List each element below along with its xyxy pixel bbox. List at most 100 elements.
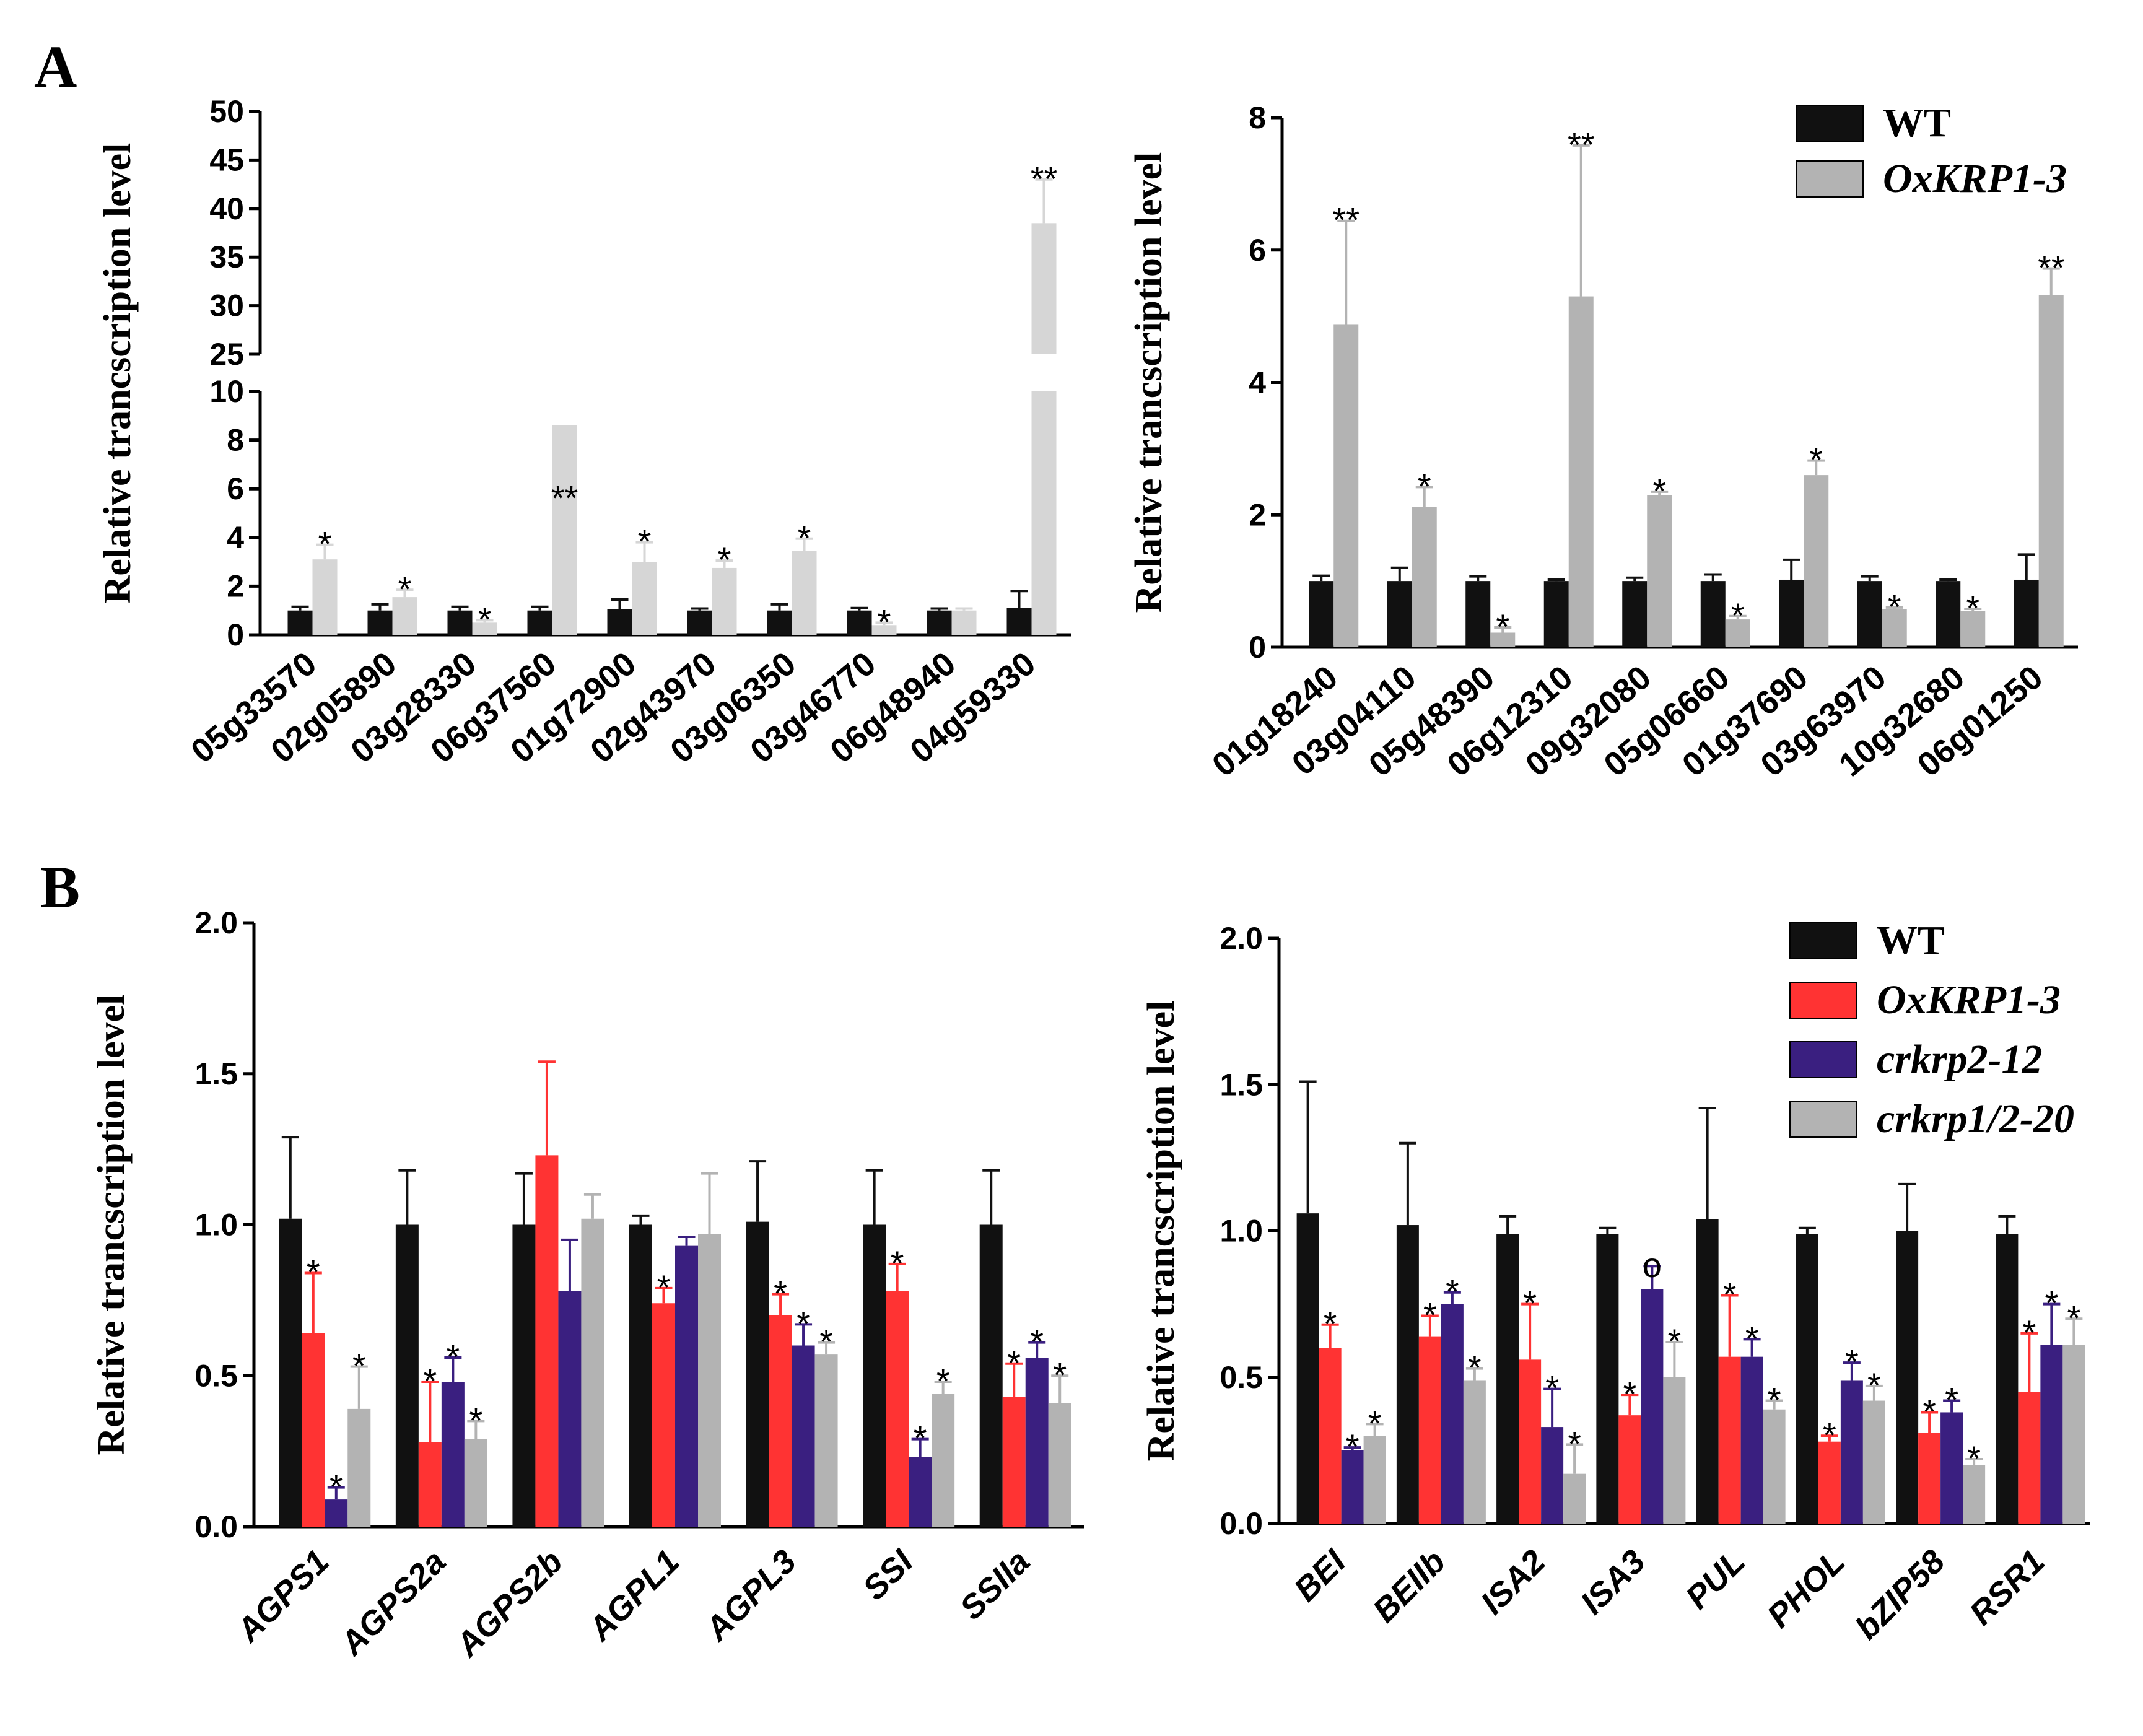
b-left-bar-oxkrp1-3-ssiia: [1002, 1397, 1026, 1527]
b-right-legend-swatch-wt: [1789, 922, 1857, 959]
b-right-bar-crkrp1-2-20-rsr1: [2062, 1345, 2085, 1524]
a-left-bar-wt-02g43970: [687, 610, 712, 635]
b-right-bar-crkrp1-2-20-pul: [1763, 1409, 1786, 1524]
a-left-significance-mark: *: [478, 600, 492, 639]
a-left-y-tick-label: 45: [209, 142, 244, 177]
b-right-bar-oxkrp1-3-pul: [1718, 1356, 1741, 1524]
b-left-bar-crkrp2-12-agpl1: [675, 1245, 698, 1527]
b-left-significance-mark: *: [1030, 1322, 1044, 1361]
b-right-y-tick-label: 1.5: [1220, 1067, 1263, 1102]
b-right-significance-mark: *: [1324, 1304, 1337, 1343]
a-left-y-tick-label: 35: [209, 240, 244, 274]
b-right-legend-label-crkrp2-12: crkrp2-12: [1877, 1037, 2043, 1082]
b-right-bar-crkrp2-12-isa2: [1541, 1427, 1564, 1524]
b-right-bar-wt-bzip58: [1896, 1231, 1919, 1524]
b-left-category-label: AGPS2a: [333, 1543, 453, 1664]
a-right-legend-label-oxkrp1-3: OxKRP1-3: [1883, 156, 2067, 201]
a-left-y-tick-label: 0: [227, 617, 244, 652]
a-right-bar-wt-03g04110: [1387, 581, 1412, 647]
a-right-significance-mark: *: [1418, 466, 1431, 505]
b-left-bar-wt-agps2a: [395, 1224, 419, 1527]
b-right-bar-oxkrp1-3-bzip58: [1918, 1433, 1941, 1524]
b-right-significance-mark: *: [1545, 1369, 1559, 1408]
a-left-significance-mark: *: [638, 522, 652, 561]
a-left-bar-oxkrp1-3-05g33570: [312, 559, 338, 635]
b-left-bar-wt-agpl3: [746, 1221, 769, 1527]
b-left-y-tick-label: 0.5: [194, 1358, 238, 1393]
b-right-legend-swatch-crkrp2-12: [1789, 1041, 1857, 1078]
b-right-legend-label-oxkrp1-3: OxKRP1-3: [1877, 977, 2061, 1023]
b-right-bar-crkrp1-2-20-bei: [1363, 1436, 1386, 1524]
a-left-y-tick-label: 4: [227, 520, 244, 555]
b-right-category-label: BEIIb: [1366, 1543, 1452, 1629]
b-right-significance-mark: *: [1368, 1403, 1382, 1442]
a-right-bar-oxkrp1-3-01g18240: [1333, 324, 1359, 647]
b-left-bar-oxkrp1-3-agps2a: [418, 1442, 442, 1527]
b-left-y-tick-label: 2.0: [194, 905, 238, 940]
b-left-bar-crkrp2-12-ssi: [909, 1457, 932, 1527]
b-left-category-label: SSIIa: [953, 1543, 1037, 1627]
b-right-bar-wt-bei: [1296, 1213, 1319, 1524]
a-right-bar-oxkrp1-3-05g06660: [1725, 619, 1750, 647]
a-left-bar-wt-04g59330: [1006, 608, 1032, 635]
b-left-bar-wt-ssiia: [979, 1224, 1003, 1527]
b-right-y-tick-label: 1.0: [1220, 1214, 1263, 1249]
a-left-y-tick-label: 2: [227, 569, 244, 603]
b-right-category-label: RSR1: [1963, 1543, 2052, 1632]
b-left-category-label: AGPS1: [229, 1543, 336, 1650]
a-right-bar-oxkrp1-3-01g37690: [1804, 475, 1829, 647]
b-right-significance-mark: *: [1745, 1319, 1759, 1358]
b-left-significance-mark: *: [914, 1419, 927, 1458]
b-left-bar-wt-agps2b: [512, 1224, 536, 1527]
a-left-bar-wt-05g33570: [287, 610, 313, 635]
a-left-y-tick-label: 50: [209, 94, 244, 129]
b-right-bar-oxkrp1-3-isa2: [1519, 1359, 1542, 1524]
b-left-significance-mark: *: [797, 1304, 810, 1343]
b-right-significance-mark: *: [1468, 1348, 1482, 1387]
b-left-y-tick-label: 1.5: [194, 1057, 238, 1091]
a-right-bar-wt-05g06660: [1700, 581, 1726, 647]
b-left-significance-mark: *: [1007, 1343, 1021, 1382]
a-left-bar-wt-03g06350: [767, 610, 792, 635]
a-right-bar-wt-03g63970: [1857, 581, 1882, 647]
a-right-bar-oxkrp1-3-03g04110: [1412, 507, 1437, 647]
b-right-significance-mark: *: [2045, 1284, 2058, 1323]
a-left-bar-wt-01g72900: [607, 609, 632, 635]
b-right-legend-label-crkrp1-2-20: crkrp1/2-20: [1877, 1096, 2074, 1141]
panel-label-b: B: [40, 854, 80, 920]
a-left-significance-mark: *: [318, 525, 332, 564]
a-right-significance-mark: **: [1568, 125, 1595, 164]
b-left-significance-mark: *: [352, 1346, 366, 1385]
chart-a-right: Relative trancscription level02468**01g1…: [1128, 100, 2078, 784]
b-left-bar-crkrp1-2-20-ssiia: [1048, 1403, 1072, 1527]
a-left-bar-oxkrp1-3-03g28330: [472, 622, 497, 635]
b-left-bar-crkrp2-12-agps2b: [558, 1291, 582, 1527]
b-right-category-label: ISA2: [1473, 1543, 1552, 1621]
a-right-y-tick-label: 4: [1249, 365, 1266, 400]
chart-b-right: Relative trancscription level 0.0 0.5 1.0 1.…: [1140, 918, 2090, 1647]
b-right-bar-oxkrp1-3-rsr1: [2018, 1392, 2041, 1524]
b-left-bar-crkrp1-2-20-agpl3: [814, 1354, 838, 1527]
a-left-y-tick-label: 6: [227, 471, 244, 506]
b-left-significance-mark: *: [307, 1253, 320, 1292]
b-left-significance-mark: *: [446, 1337, 460, 1376]
a-right-y-axis-label: Relative trancscription level: [1128, 152, 1170, 613]
b-left-category-label: SSI: [856, 1542, 921, 1607]
a-right-bar-oxkrp1-3-05g48390: [1490, 632, 1516, 647]
b-right-significance-mark: *: [1923, 1392, 1936, 1431]
b-right-significance-mark: *: [1945, 1381, 1958, 1420]
b-left-significance-mark: *: [330, 1467, 343, 1506]
b-left-bar-crkrp1-2-20-agps1: [347, 1408, 371, 1527]
a-right-y-tick-label: 2: [1249, 497, 1266, 532]
b-left-bar-crkrp2-12-agps1: [325, 1499, 348, 1527]
b-left-bar-oxkrp1-3-agps1: [302, 1333, 325, 1527]
b-right-bar-crkrp1-2-20-beiib: [1463, 1380, 1486, 1524]
a-right-bar-oxkrp1-3-10g32680: [1960, 611, 1986, 647]
b-left-bar-wt-agpl1: [629, 1224, 652, 1527]
a-right-legend-swatch-wt: [1796, 105, 1864, 142]
b-left-bar-wt-ssi: [863, 1224, 886, 1527]
b-left-y-tick-label: 1.0: [194, 1208, 238, 1242]
b-left-category-label: AGPL1: [580, 1543, 686, 1649]
b-left-bar-crkrp2-12-agps2a: [441, 1382, 465, 1527]
